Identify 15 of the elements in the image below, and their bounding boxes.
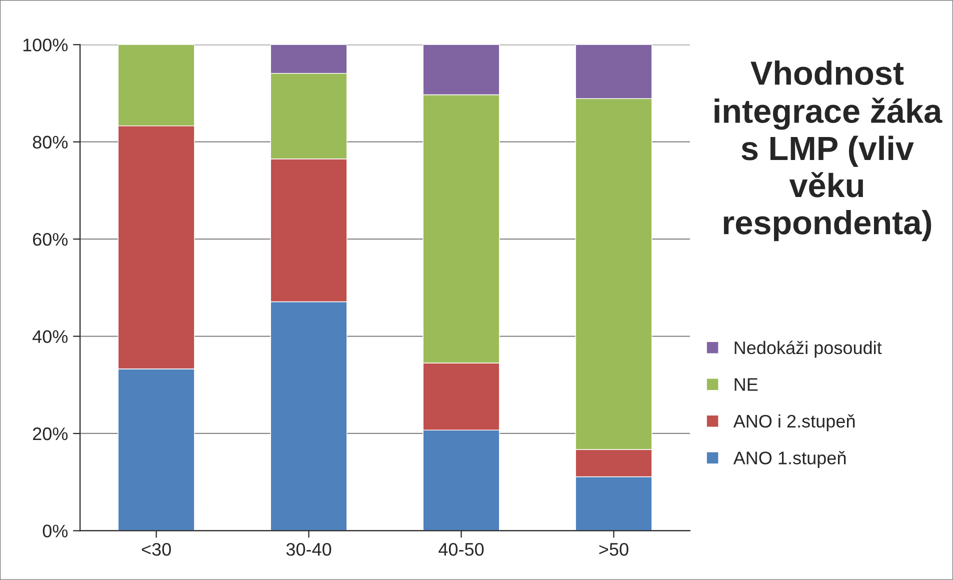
legend-label: ANO 1.stupeň (733, 451, 846, 468)
y-tick-label: 20% (33, 427, 68, 440)
legend-label: Nedokáži posoudit (734, 340, 882, 358)
legend-label: NE (734, 378, 758, 391)
x-tick-label: >50 (599, 542, 628, 556)
y-tick-label: 100% (23, 38, 68, 52)
text: Vhodnost integrace žáka s LMP (vliv věku respondenta) (714, 60, 942, 242)
y-tick-label: 60% (33, 233, 68, 246)
x-tick-label: <30 (142, 542, 171, 556)
x-tick-label: 30-40 (286, 542, 332, 556)
y-tick-label: 0% (42, 524, 68, 538)
y-tick-label: 40% (32, 330, 68, 344)
y-tick-label: 80% (32, 136, 68, 149)
legend-label: ANO i 2.stupeň (733, 414, 855, 432)
x-tick-label: 40-50 (438, 542, 484, 556)
